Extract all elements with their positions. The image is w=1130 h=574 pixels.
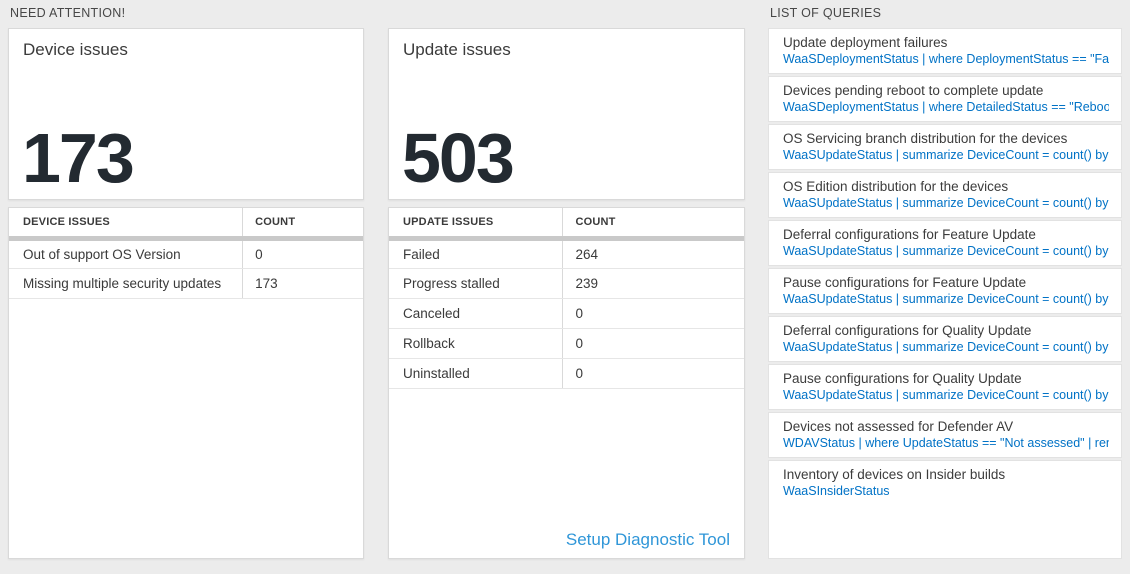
query-text: WaaSUpdateStatus | summarize DeviceCount… [783,340,1109,354]
query-tile[interactable]: OS Servicing branch distribution for the… [768,124,1122,170]
row-count-cell: 173 [242,268,363,299]
table-row[interactable]: Uninstalled 0 [389,358,744,389]
row-count-cell: 264 [562,238,744,269]
row-label-cell: Canceled [389,298,564,329]
table-row[interactable]: Progress stalled 239 [389,268,744,299]
row-label-cell: Failed [389,238,564,269]
query-text: WaaSUpdateStatus | summarize DeviceCount… [783,148,1109,162]
query-tile[interactable]: Pause configurations for Feature Update … [768,268,1122,314]
update-issues-table-card: UPDATE ISSUES COUNT Failed 264 Progress … [388,207,745,559]
count-header-cell: COUNT [242,208,363,241]
row-count-cell: 0 [562,358,744,389]
update-issues-header-cell: UPDATE ISSUES [389,208,564,241]
device-issues-count: 173 [22,119,135,197]
row-label-cell: Progress stalled [389,268,564,299]
update-issues-title: Update issues [403,40,511,59]
query-text: WaaSDeploymentStatus | where DeploymentS… [783,52,1109,66]
section-header-spacer [388,0,745,28]
query-text: WaaSUpdateStatus | summarize DeviceCount… [783,244,1109,258]
device-issues-table: DEVICE ISSUES COUNT Out of support OS Ve… [9,208,363,299]
row-label-cell: Uninstalled [389,358,564,389]
query-title: Devices pending reboot to complete updat… [783,83,1044,98]
query-tile[interactable]: Pause configurations for Quality Update … [768,364,1122,410]
table-header-row: DEVICE ISSUES COUNT [9,208,363,241]
list-of-queries-header: LIST OF QUERIES [770,6,882,20]
query-text: WaaSUpdateStatus | summarize DeviceCount… [783,388,1109,402]
count-header-cell: COUNT [562,208,744,241]
query-title: Devices not assessed for Defender AV [783,419,1014,434]
device-issues-table-card: DEVICE ISSUES COUNT Out of support OS Ve… [8,207,364,559]
table-row[interactable]: Canceled 0 [389,298,744,329]
device-issues-tile[interactable]: Device issues 173 [8,28,364,200]
update-issues-table: UPDATE ISSUES COUNT Failed 264 Progress … [389,208,744,389]
query-text: WaaSInsiderStatus [783,484,890,498]
device-issues-column: NEED ATTENTION! Device issues 173 DEVICE… [8,0,364,559]
row-count-cell: 0 [562,328,744,359]
table-row[interactable]: Failed 264 [389,238,744,269]
table-header-row: UPDATE ISSUES COUNT [389,208,744,241]
query-tile[interactable]: Deferral configurations for Feature Upda… [768,220,1122,266]
row-count-cell: 239 [562,268,744,299]
setup-diagnostic-tool-link[interactable]: Setup Diagnostic Tool [565,530,730,549]
update-issues-count: 503 [402,119,515,197]
table-row[interactable]: Out of support OS Version 0 [9,238,363,269]
table-row[interactable]: Missing multiple security updates 173 [9,268,363,299]
query-text: WaaSUpdateStatus | summarize DeviceCount… [783,292,1109,306]
query-title: Deferral configurations for Feature Upda… [783,227,1036,242]
query-title: Inventory of devices on Insider builds [783,467,1006,482]
query-tile[interactable]: OS Edition distribution for the devices … [768,172,1122,218]
query-tile[interactable]: Devices pending reboot to complete updat… [768,76,1122,122]
query-tile[interactable]: Deferral configurations for Quality Upda… [768,316,1122,362]
device-issues-title: Device issues [23,40,128,59]
row-count-cell: 0 [562,298,744,329]
query-tile[interactable]: Devices not assessed for Defender AV WDA… [768,412,1122,458]
query-tile[interactable]: Inventory of devices on Insider builds W… [768,460,1122,559]
queries-column: LIST OF QUERIES Update deployment failur… [768,0,1122,559]
query-tile-list: Update deployment failures WaaSDeploymen… [768,28,1122,559]
row-label-cell: Missing multiple security updates [9,268,244,299]
query-title: OS Servicing branch distribution for the… [783,131,1068,146]
query-tile[interactable]: Update deployment failures WaaSDeploymen… [768,28,1122,74]
query-text: WaaSUpdateStatus | summarize DeviceCount… [783,196,1109,210]
query-title: Deferral configurations for Quality Upda… [783,323,1032,338]
row-count-cell: 0 [242,238,363,269]
need-attention-header: NEED ATTENTION! [10,6,126,20]
query-text: WaaSDeploymentStatus | where DetailedSta… [783,100,1109,114]
row-label-cell: Rollback [389,328,564,359]
table-row[interactable]: Rollback 0 [389,328,744,359]
update-issues-column: Update issues 503 UPDATE ISSUES COUNT Fa… [388,0,745,559]
query-title: Pause configurations for Quality Update [783,371,1022,386]
query-title: Update deployment failures [783,35,948,50]
device-issues-header-cell: DEVICE ISSUES [9,208,244,241]
query-text: WDAVStatus | where UpdateStatus == "Not … [783,436,1109,450]
row-label-cell: Out of support OS Version [9,238,244,269]
query-title: Pause configurations for Feature Update [783,275,1027,290]
update-issues-tile[interactable]: Update issues 503 [388,28,745,200]
query-title: OS Edition distribution for the devices [783,179,1009,194]
